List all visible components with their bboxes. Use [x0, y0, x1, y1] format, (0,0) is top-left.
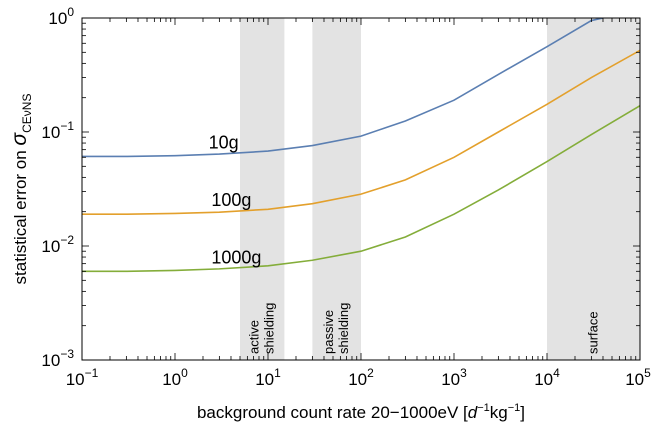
series-line-10g — [82, 18, 604, 158]
tick-labels: 10−1 100 101 102 103 104 105 10−3 10−2 10−1 100 — [41, 5, 651, 389]
shaded-band-active-shielding — [240, 18, 285, 360]
y-axis-title: statistical error on σCEνNS — [8, 94, 34, 285]
series-labels: 10g 100g 1000g — [209, 132, 262, 267]
y-tick-label-3: 100 — [48, 5, 74, 28]
band-label-active-shielding-line-1: active — [247, 320, 262, 354]
shaded-band-surface — [547, 18, 640, 360]
series-line-1000g — [82, 105, 640, 273]
series-line-100g — [82, 49, 640, 216]
x-tick-label-1: 100 — [162, 366, 188, 389]
series-lines — [82, 18, 640, 273]
band-label-passive-shielding-line-1: passive — [321, 310, 336, 354]
shaded-regions — [240, 18, 640, 360]
x-tick-label-4: 103 — [441, 366, 467, 389]
series-label-1000g: 1000g — [211, 247, 261, 267]
x-tick-label-3: 102 — [348, 366, 374, 389]
y-tick-label-0: 10−3 — [41, 347, 74, 370]
x-axis-title: background count rate 20−1000eV [d−1kg−1… — [197, 402, 525, 422]
x-tick-label-0: 10−1 — [66, 366, 99, 389]
shaded-band-passive-shielding — [312, 18, 361, 360]
x-tick-label-5: 104 — [534, 366, 560, 389]
band-label-passive-shielding-line-2: shielding — [336, 303, 351, 354]
region-labels: active shielding passive shielding surface — [247, 303, 601, 354]
x-tick-label-6: 105 — [625, 366, 651, 389]
axis-ticks — [81, 17, 641, 361]
series-label-10g: 10g — [209, 132, 239, 152]
series-label-100g: 100g — [211, 190, 251, 210]
band-label-surface-line-1: surface — [586, 311, 601, 354]
y-tick-label-2: 10−1 — [41, 119, 74, 142]
y-tick-label-1: 10−2 — [41, 233, 74, 256]
x-tick-label-2: 101 — [255, 366, 281, 389]
band-label-active-shielding-line-2: shielding — [262, 303, 277, 354]
